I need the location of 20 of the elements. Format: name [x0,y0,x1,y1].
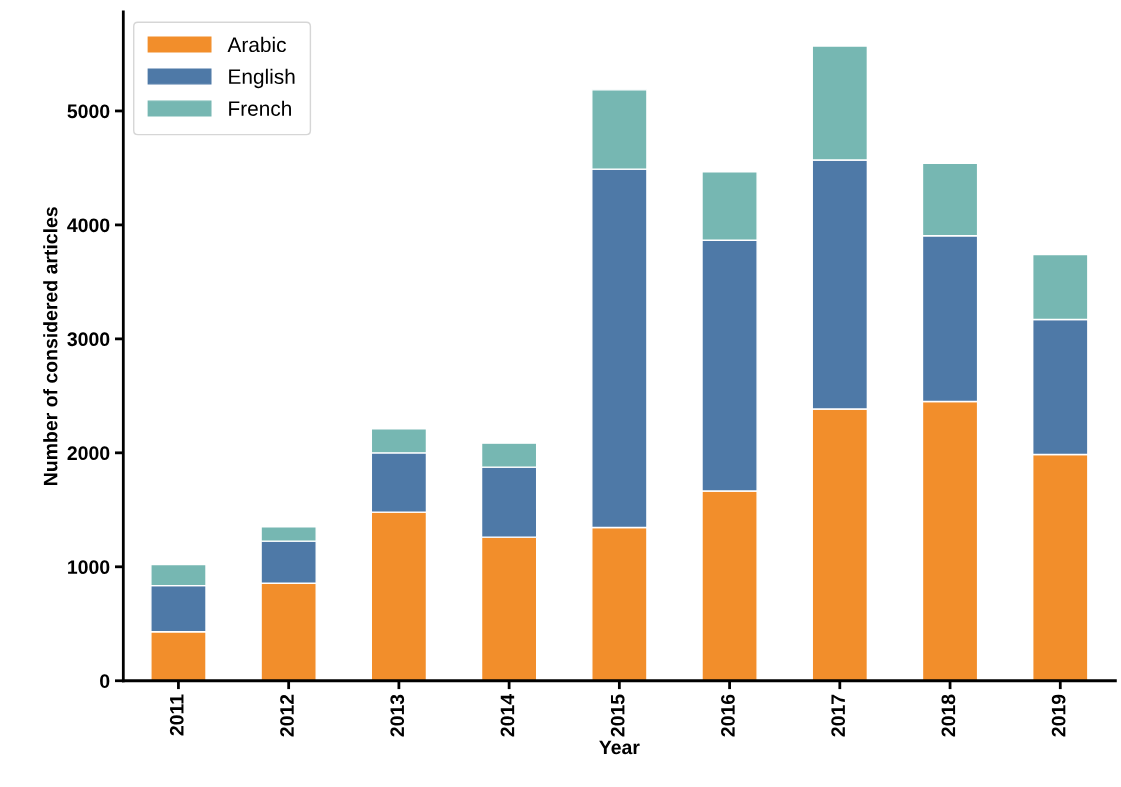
y-tick-label: 4000 [67,218,110,233]
x-tick-label: 2013 [390,694,405,737]
y-tick-label: 1000 [68,560,110,575]
x-tick-label: 2015 [610,694,625,737]
legend-label: English [229,68,295,89]
x-tick-label: 2014 [500,694,515,737]
y-tick-label: 0 [100,674,110,688]
legend-label: French [229,100,291,116]
x-tick-label: 2012 [280,694,294,737]
y-tick-label: 2000 [67,446,110,461]
y-tick-label: 5000 [67,104,110,119]
y-tick-label: 3000 [67,332,110,347]
x-tick-label: 2019 [1051,694,1066,737]
x-tick-label: 2011 [169,694,184,736]
x-tick-label: 2016 [721,694,735,737]
x-axis-title: Year [599,740,640,755]
y-axis-title: Number of considered articles [43,207,58,485]
legend-label: Arabic [227,36,286,53]
x-tick-label: 2017 [831,694,846,737]
x-tick-label: 2018 [941,694,956,737]
